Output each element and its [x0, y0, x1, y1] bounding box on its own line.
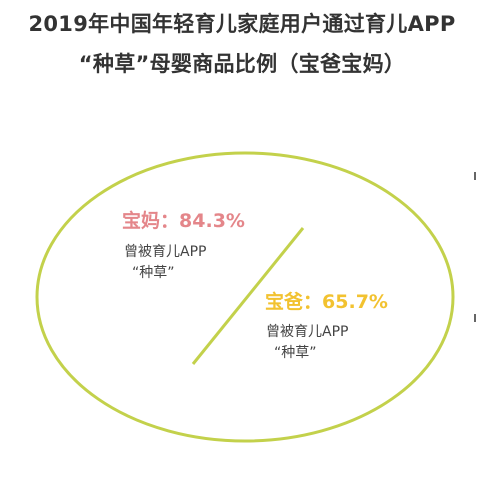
edge-tick-mark [474, 314, 476, 322]
mom-note-line-2: “种草” [132, 265, 175, 281]
dad-note-line-2: “种草” [274, 345, 317, 361]
dad-separator: ： [303, 291, 323, 313]
mom-separator: ： [160, 210, 180, 232]
mom-value: 84.3% [179, 210, 245, 232]
edge-tick-mark [474, 172, 476, 180]
chart-title-line-2: “种草”母婴商品比例（宝爸宝妈） [78, 52, 406, 76]
circle-outline [35, 151, 455, 443]
dad-label: 宝爸：65.7% [265, 287, 388, 314]
dad-value: 65.7% [322, 291, 388, 313]
chart-title-line-1: 2019年中国年轻育儿家庭用户通过育儿APP [28, 12, 456, 36]
dad-name: 宝爸 [265, 291, 304, 313]
mom-label: 宝妈：84.3% [122, 206, 245, 233]
dad-note: 曾被育儿APP “种草” [266, 322, 348, 364]
divider-line [191, 227, 305, 365]
dad-note-line-1: 曾被育儿APP [266, 324, 349, 340]
mom-note-line-1: 曾被育儿APP [124, 244, 207, 260]
mom-note: 曾被育儿APP “种草” [124, 242, 206, 284]
mom-name: 宝妈 [122, 210, 161, 232]
